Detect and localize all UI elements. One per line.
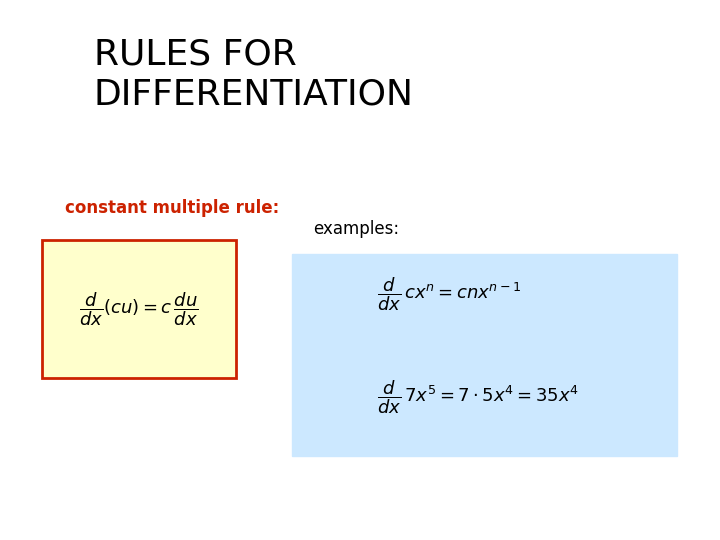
Text: $\dfrac{d}{dx}(cu) = c\,\dfrac{du}{dx}$: $\dfrac{d}{dx}(cu) = c\,\dfrac{du}{dx}$ [79,290,199,328]
Text: examples:: examples: [313,220,400,239]
Text: RULES FOR
DIFFERENTIATION: RULES FOR DIFFERENTIATION [94,38,413,111]
FancyBboxPatch shape [292,254,677,456]
Text: $\dfrac{d}{dx}\,7x^{5} = 7 \cdot 5x^{4} = 35x^{4}$: $\dfrac{d}{dx}\,7x^{5} = 7 \cdot 5x^{4} … [377,378,579,416]
FancyBboxPatch shape [42,240,236,378]
Text: constant multiple rule:: constant multiple rule: [65,199,279,217]
Text: $\dfrac{d}{dx}\,cx^{n} = cnx^{n-1}$: $\dfrac{d}{dx}\,cx^{n} = cnx^{n-1}$ [377,275,521,313]
